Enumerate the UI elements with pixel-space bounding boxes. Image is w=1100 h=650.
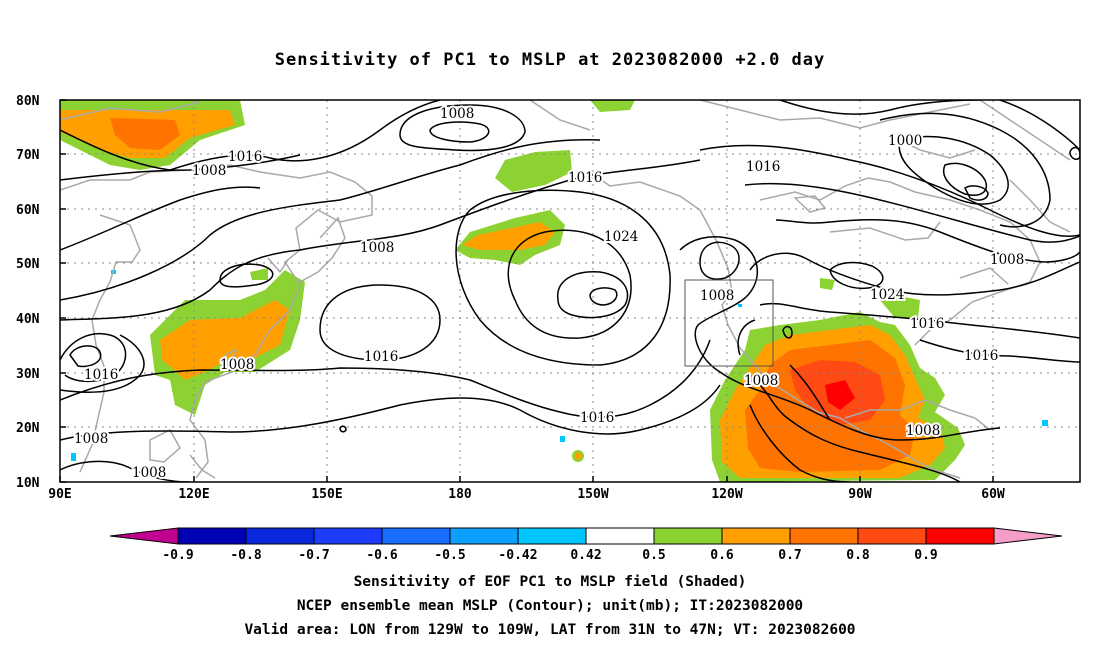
lon-label: 120W <box>711 487 742 502</box>
contour-label: 1016 <box>568 170 602 186</box>
contour-label: 1016 <box>228 149 262 165</box>
colorbar-tick-label: 0.6 <box>710 548 734 563</box>
caption-line-2: NCEP ensemble mean MSLP (Contour); unit(… <box>296 598 804 614</box>
coastlines <box>60 100 1071 479</box>
grid <box>60 100 1080 482</box>
contour-label: 1008 <box>192 163 226 179</box>
lon-label: 150W <box>577 487 608 502</box>
contour-label: 1016 <box>964 348 998 364</box>
contour-label: 1016 <box>364 349 398 365</box>
lon-label: 180 <box>448 487 472 502</box>
svg-text:1016: 1016 <box>580 410 614 426</box>
contour-label: 1008 <box>74 431 108 447</box>
lat-label: 20N <box>16 421 40 436</box>
mslp-contours <box>60 100 1080 482</box>
contour-label: 1008 <box>990 252 1024 268</box>
colorbar-tick-label: -0.8 <box>230 548 261 563</box>
contour-label: 1016 <box>84 367 118 383</box>
colorbar-segment <box>789 527 859 545</box>
contour-label: 1008 <box>440 106 474 122</box>
colorbar-segment <box>177 527 247 545</box>
colorbar: -0.9 -0.8 -0.7 -0.6 -0.5 -0.42 0.42 0.5 0.6 0.7 0.… <box>109 527 1063 563</box>
contour-label: 1024 <box>604 229 638 245</box>
contour-label: 1008 <box>360 240 394 256</box>
map-frame <box>59 99 1081 483</box>
lon-label: 150E <box>311 487 342 502</box>
colorbar-tick-label: 0.7 <box>778 548 801 563</box>
colorbar-arrow-low <box>109 527 179 545</box>
colorbar-segment <box>857 527 927 545</box>
colorbar-tick-label: -0.42 <box>498 548 537 563</box>
contour-label: 1016 <box>746 159 780 175</box>
colorbar-tick-label: 0.8 <box>846 548 870 563</box>
colorbar-tick-label: -0.7 <box>298 548 329 563</box>
lat-label: 50N <box>16 257 40 272</box>
contour-label: 1008 <box>906 423 940 439</box>
map-title: Sensitivity of PC1 to MSLP at 2023082000… <box>274 50 826 70</box>
contour-label: 1024 <box>870 287 904 303</box>
colorbar-segment <box>517 527 587 545</box>
colorbar-segment <box>449 527 519 545</box>
colorbar-arrow-high <box>993 527 1063 545</box>
lat-label: 80N <box>16 94 40 109</box>
colorbar-tick-label: -0.5 <box>434 548 465 563</box>
caption-line-3: Valid area: LON from 129W to 109W, LAT f… <box>244 622 856 638</box>
contour-labels: 1008 1016 1008 1008 1016 1024 1016 1008 … <box>72 104 1026 449</box>
lon-label: 90W <box>848 487 872 502</box>
colorbar-tick-label: 0.5 <box>642 548 665 563</box>
valid-area-box <box>684 279 774 367</box>
lat-labels: 80N 70N 60N 50N 40N 30N 20N 10N <box>16 94 40 491</box>
contour-label: 1000 <box>888 133 922 149</box>
colorbar-segment <box>925 527 995 545</box>
colorbar-tick-label: -0.6 <box>366 548 397 563</box>
colorbar-tick-label: -0.9 <box>162 548 193 563</box>
svg-text:1008: 1008 <box>132 465 166 481</box>
contour-label: 1016 <box>910 316 944 332</box>
lat-label: 70N <box>16 148 40 163</box>
colorbar-segment <box>245 527 315 545</box>
caption-line-1: Sensitivity of EOF PC1 to MSLP field (Sh… <box>353 574 747 590</box>
lon-label: 90E <box>48 487 71 502</box>
lat-label: 10N <box>16 476 40 491</box>
colorbar-segment <box>585 527 655 545</box>
colorbar-tick-label: 0.42 <box>570 548 601 563</box>
colorbar-segment <box>381 527 451 545</box>
colorbar-segment <box>721 527 791 545</box>
lat-label: 60N <box>16 203 40 218</box>
contour-label: 1008 <box>220 357 254 373</box>
lon-label: 120E <box>178 487 209 502</box>
lon-labels: 90E 120E 150E 180 150W 120W 90W 60W <box>48 487 1005 502</box>
lon-label: 60W <box>981 487 1005 502</box>
lat-label: 40N <box>16 312 40 327</box>
contour-label: 1008 <box>700 288 734 304</box>
colorbar-tick-label: 0.9 <box>914 548 937 563</box>
contour-label: 1008 <box>744 373 778 389</box>
colorbar-segment <box>313 527 383 545</box>
lat-label: 30N <box>16 367 40 382</box>
axis-ticks <box>59 99 994 483</box>
colorbar-segment <box>653 527 723 545</box>
